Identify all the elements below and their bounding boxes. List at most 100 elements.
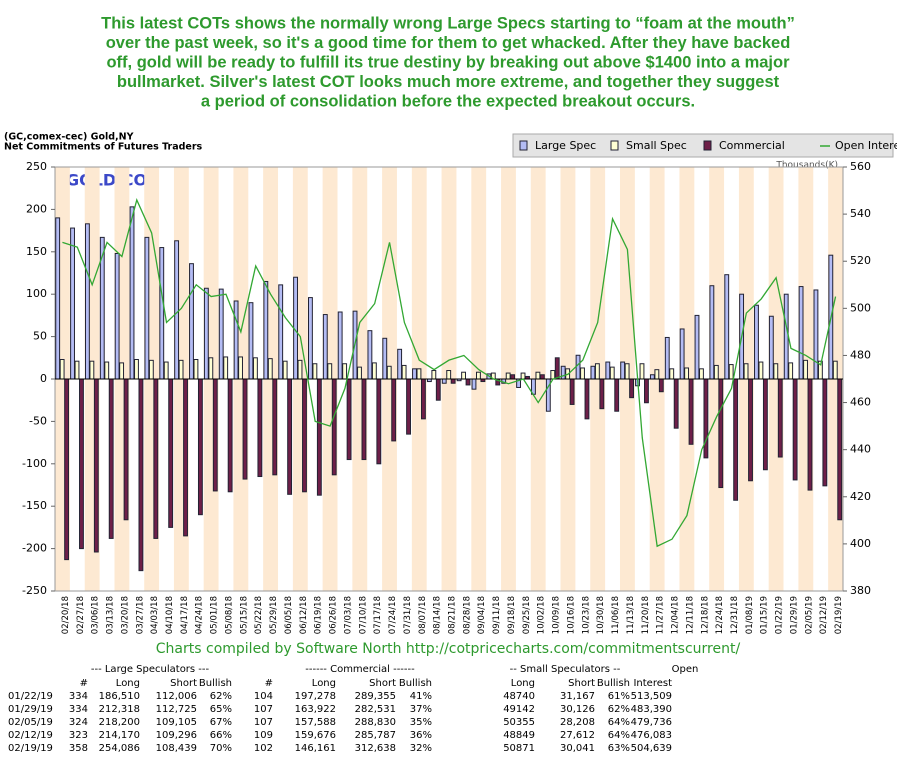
bar [327,363,333,380]
bar [197,378,203,516]
bar [174,240,180,380]
x-tick-label: 01/29/19 [789,596,799,634]
bar [654,369,660,380]
line-series [62,198,837,548]
headline-line: off, gold will be ready to fulfill its t… [106,53,790,71]
y-tick-label: -50 [29,414,47,427]
bar [431,370,437,380]
bar [590,365,596,380]
bar [108,378,114,539]
bar [768,315,774,380]
bar [307,297,313,380]
x-tick-label: 07/10/18 [358,596,368,634]
x-tick-label: 02/27/18 [76,596,86,634]
bar [594,363,600,380]
y2-tick-label: 520 [850,254,871,267]
table-cell: 289,355 [355,691,396,702]
bar [614,378,620,412]
bar [639,363,645,380]
x-tick-label: 08/28/18 [462,596,472,634]
table-cell: 61% [608,691,630,702]
bar [189,263,194,380]
table-cell: 02/05/19 [8,717,53,728]
bar [168,378,174,528]
bar [575,354,581,380]
bar [382,337,388,380]
legend-label: Open Interest [835,139,897,152]
y-tick-label: 50 [33,330,47,343]
headline: This latest COTs shows the normally wron… [101,14,795,110]
x-tick-label: 10/16/18 [566,596,576,634]
bar [312,363,318,380]
bar [798,286,804,380]
x-tick-label: 10/30/18 [596,596,606,634]
bar [278,284,284,380]
bar [813,289,819,380]
bar [412,368,417,380]
x-tick-label: 07/24/18 [388,596,398,634]
bar [267,358,273,380]
bar [728,364,734,380]
bar [386,365,392,380]
bar [644,378,649,404]
table-cell: 334 [69,704,88,715]
table-cell: 50355 [503,717,535,728]
x-tick-label: 07/31/18 [403,596,413,634]
bar [416,368,422,380]
table-cell: 107 [254,717,273,728]
table-cell: 48849 [503,730,535,741]
bar [762,378,768,471]
table-cell: 02/19/19 [8,743,53,754]
table-cell: 214,170 [99,730,140,741]
bar [520,372,526,380]
bar [397,348,403,380]
x-tick-label: 08/14/18 [433,596,443,634]
x-tick-label: 08/07/18 [418,596,428,634]
x-tick-label: 10/23/18 [581,596,591,634]
y2-tick-label: 480 [850,348,871,361]
bar [569,378,575,405]
bar [104,361,110,380]
table-group: --- Large Speculators --- [91,664,210,675]
bar [134,358,139,380]
table-cell: 66% [210,730,232,741]
y2-tick-label: 420 [850,490,871,503]
table-cell: 65% [210,704,232,715]
table-cell: 62% [608,704,630,715]
bar [620,361,626,380]
bar [699,368,704,380]
y-tick-label: -250 [22,584,47,597]
y-tick-label: -150 [22,499,47,512]
legend-swatch [703,140,712,151]
table-cell: 159,676 [295,730,336,741]
bar [624,363,630,380]
bar [803,359,808,380]
y-tick-label: -100 [22,457,47,470]
table-cell: 30,041 [560,743,595,754]
table-cell: 324 [69,717,88,728]
bar [673,378,679,429]
bar [435,378,441,401]
bar [227,378,233,493]
legend-swatch [610,140,619,151]
table-cell: 334 [69,691,88,702]
x-tick-label: 09/25/18 [522,596,532,634]
table-cell: 212,318 [99,704,140,715]
table-cell: 109 [254,730,273,741]
bar [59,358,65,380]
x-tick-label: 01/08/19 [745,596,755,634]
bar [792,378,798,481]
bar [371,362,377,380]
bar [599,378,605,410]
x-tick-label: 05/01/18 [210,596,220,634]
bar [148,359,154,380]
bar [114,252,120,380]
table-cell: 504,639 [631,743,672,754]
bar [703,378,709,459]
y2-tick-label: 440 [850,443,871,456]
y2-tick-label: 400 [850,537,871,550]
y-tick-label: 150 [26,245,47,258]
bar [297,359,303,380]
bar [649,374,655,380]
table-cell: 285,787 [355,730,396,741]
